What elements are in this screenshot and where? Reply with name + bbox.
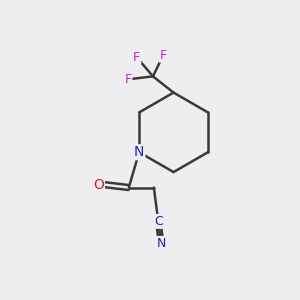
Text: F: F [124,73,131,86]
Text: N: N [134,145,144,159]
Text: F: F [133,51,140,64]
Text: O: O [93,178,104,192]
Text: C: C [154,215,163,228]
Text: F: F [160,49,167,62]
Text: N: N [157,237,166,250]
